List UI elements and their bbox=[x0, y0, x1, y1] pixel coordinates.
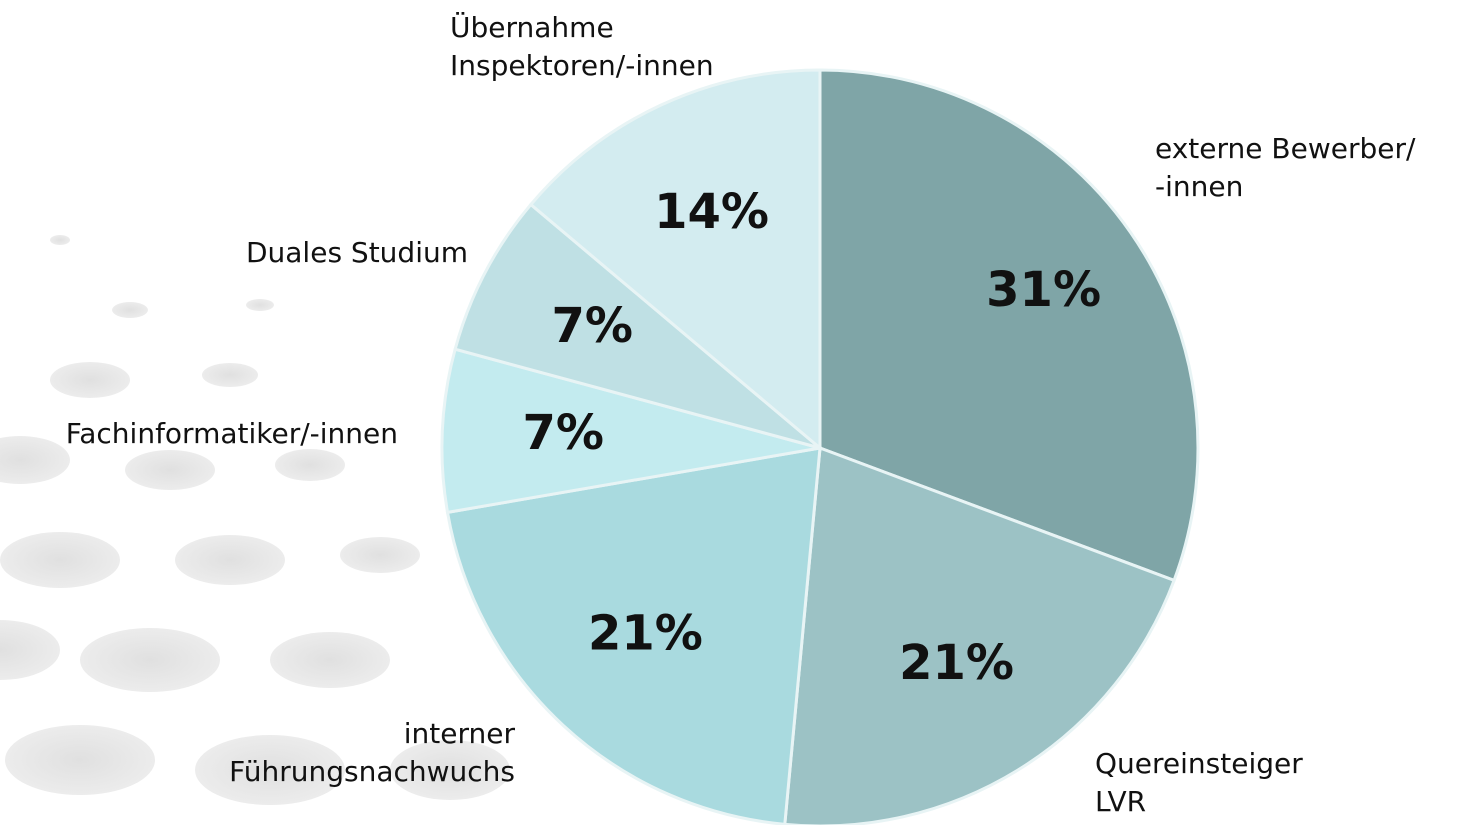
pie-slice bbox=[445, 446, 822, 825]
category-label: Inspektoren/-innen bbox=[450, 49, 714, 82]
category-label: Übernahme bbox=[450, 10, 614, 44]
data-label: 14% bbox=[654, 184, 769, 240]
pie-slice bbox=[528, 68, 822, 452]
background-dots bbox=[0, 235, 510, 805]
data-label: 7% bbox=[552, 298, 634, 354]
data-label: 21% bbox=[899, 635, 1014, 691]
labels: 31% 21% 21% 7% 7% 14% externe Bewerber/ -innen Q… bbox=[66, 10, 1416, 818]
pie-slice bbox=[453, 202, 821, 450]
pie-slice bbox=[440, 347, 821, 515]
pie-slice bbox=[783, 445, 1177, 825]
data-label: 7% bbox=[522, 405, 604, 461]
data-label: 31% bbox=[986, 262, 1101, 318]
pie-slice bbox=[818, 68, 1200, 583]
category-label: -innen bbox=[1155, 170, 1243, 203]
category-label: Quereinsteiger bbox=[1095, 747, 1303, 780]
category-label: Führungsnachwuchs bbox=[229, 755, 515, 788]
category-label: Duales Studium bbox=[246, 236, 468, 269]
category-label: externe Bewerber/ bbox=[1155, 132, 1416, 165]
pie bbox=[440, 68, 1200, 825]
data-label: 21% bbox=[588, 606, 703, 662]
category-label: Fachinformatiker/-innen bbox=[66, 417, 398, 450]
category-label: LVR bbox=[1095, 785, 1146, 818]
category-label: interner bbox=[404, 717, 516, 750]
